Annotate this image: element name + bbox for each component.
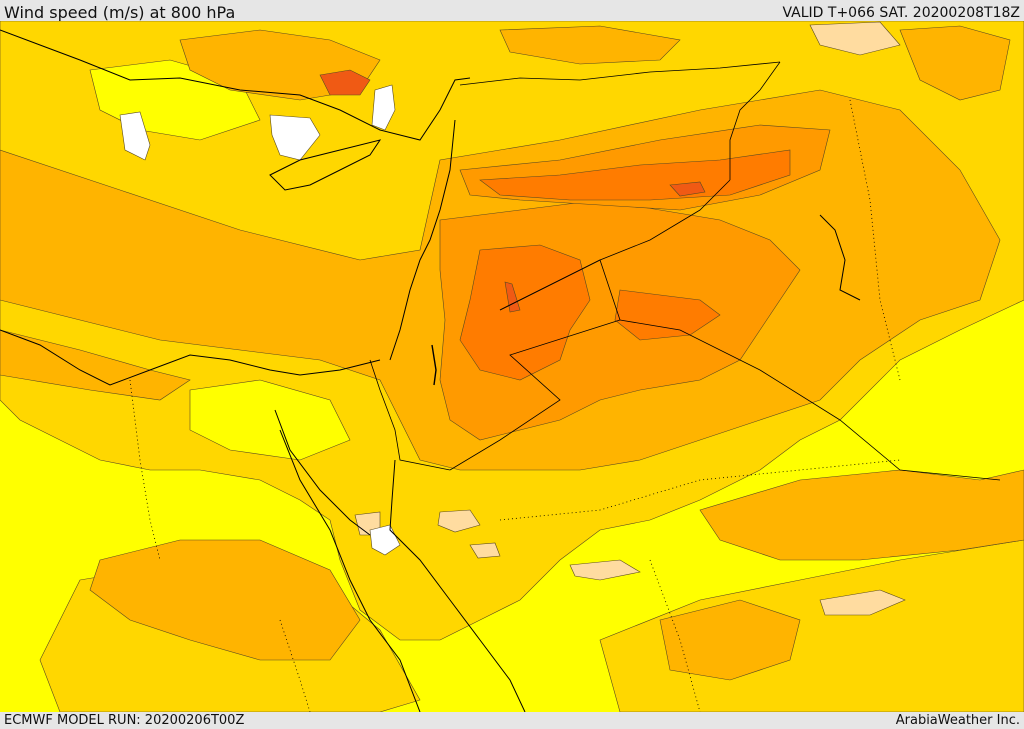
coastline-cyprus bbox=[269, 139, 382, 191]
footer-bar: ECMWF MODEL RUN: 20200206T00Z ArabiaWeat… bbox=[0, 712, 1024, 729]
field-red-orange-spot-2 bbox=[504, 281, 521, 313]
field-amber-east bbox=[699, 469, 1024, 561]
valid-time: VALID T+066 SAT. 20200208T18Z bbox=[782, 5, 1020, 21]
field-amber-south-1 bbox=[89, 539, 361, 661]
dotted-boundary-1 bbox=[129, 379, 161, 561]
field-red-orange-spot-3 bbox=[319, 69, 371, 96]
border-egypt-israel bbox=[369, 359, 451, 471]
field-white-west bbox=[119, 111, 151, 161]
border-iraq-saudi bbox=[619, 319, 1001, 481]
coastline-dead-sea bbox=[431, 344, 437, 386]
dotted-boundary-2 bbox=[499, 459, 901, 521]
header-bar: Wind speed (m/s) at 800 hPa VALID T+066 … bbox=[0, 0, 1024, 22]
coastline-north-africa bbox=[0, 329, 381, 386]
field-red-orange-spot-1 bbox=[669, 181, 706, 197]
credit-label: ArabiaWeather Inc. bbox=[895, 713, 1020, 728]
field-peach-4 bbox=[469, 542, 501, 559]
coastline-red-sea-east bbox=[389, 459, 526, 712]
field-peach-2 bbox=[569, 559, 641, 581]
coastline-levant bbox=[389, 119, 456, 361]
field-peach-5 bbox=[809, 21, 901, 56]
map-title: Wind speed (m/s) at 800 hPa bbox=[4, 3, 236, 22]
border-jordan-saudi bbox=[449, 259, 621, 471]
field-amber-west bbox=[0, 329, 191, 401]
coastline-persian-gulf bbox=[819, 214, 861, 301]
field-amber-southeast bbox=[659, 599, 801, 681]
field-amber-north-2 bbox=[499, 25, 681, 65]
model-run-label: ECMWF MODEL RUN: 20200206T00Z bbox=[4, 713, 245, 728]
field-peach-3 bbox=[437, 509, 481, 533]
dotted-boundary-4 bbox=[849, 99, 901, 381]
field-dark-orange-jordan bbox=[459, 244, 591, 381]
field-white-turkey bbox=[371, 84, 396, 131]
border-syria-turkey bbox=[459, 61, 781, 86]
field-peach-1 bbox=[819, 589, 906, 616]
field-yellow-sinai bbox=[189, 379, 351, 461]
field-amber-northeast bbox=[899, 25, 1011, 101]
coastline-gulf-of-suez bbox=[274, 409, 371, 536]
field-dark-orange-north bbox=[479, 149, 791, 201]
coastline-red-sea-west bbox=[279, 429, 421, 712]
coastline-turkey-south bbox=[0, 29, 471, 141]
dotted-boundary-3 bbox=[649, 559, 701, 712]
border-iraq-iran bbox=[729, 61, 781, 180]
weather-map[interactable] bbox=[0, 21, 1024, 712]
